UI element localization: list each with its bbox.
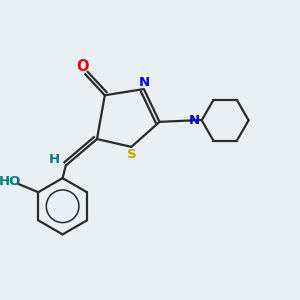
Text: N: N [139, 76, 150, 89]
Text: H: H [0, 175, 10, 188]
Text: H: H [48, 153, 59, 166]
Text: S: S [127, 148, 137, 161]
Text: ·O: ·O [4, 175, 21, 188]
Text: N: N [188, 114, 200, 127]
Text: O: O [77, 59, 89, 74]
